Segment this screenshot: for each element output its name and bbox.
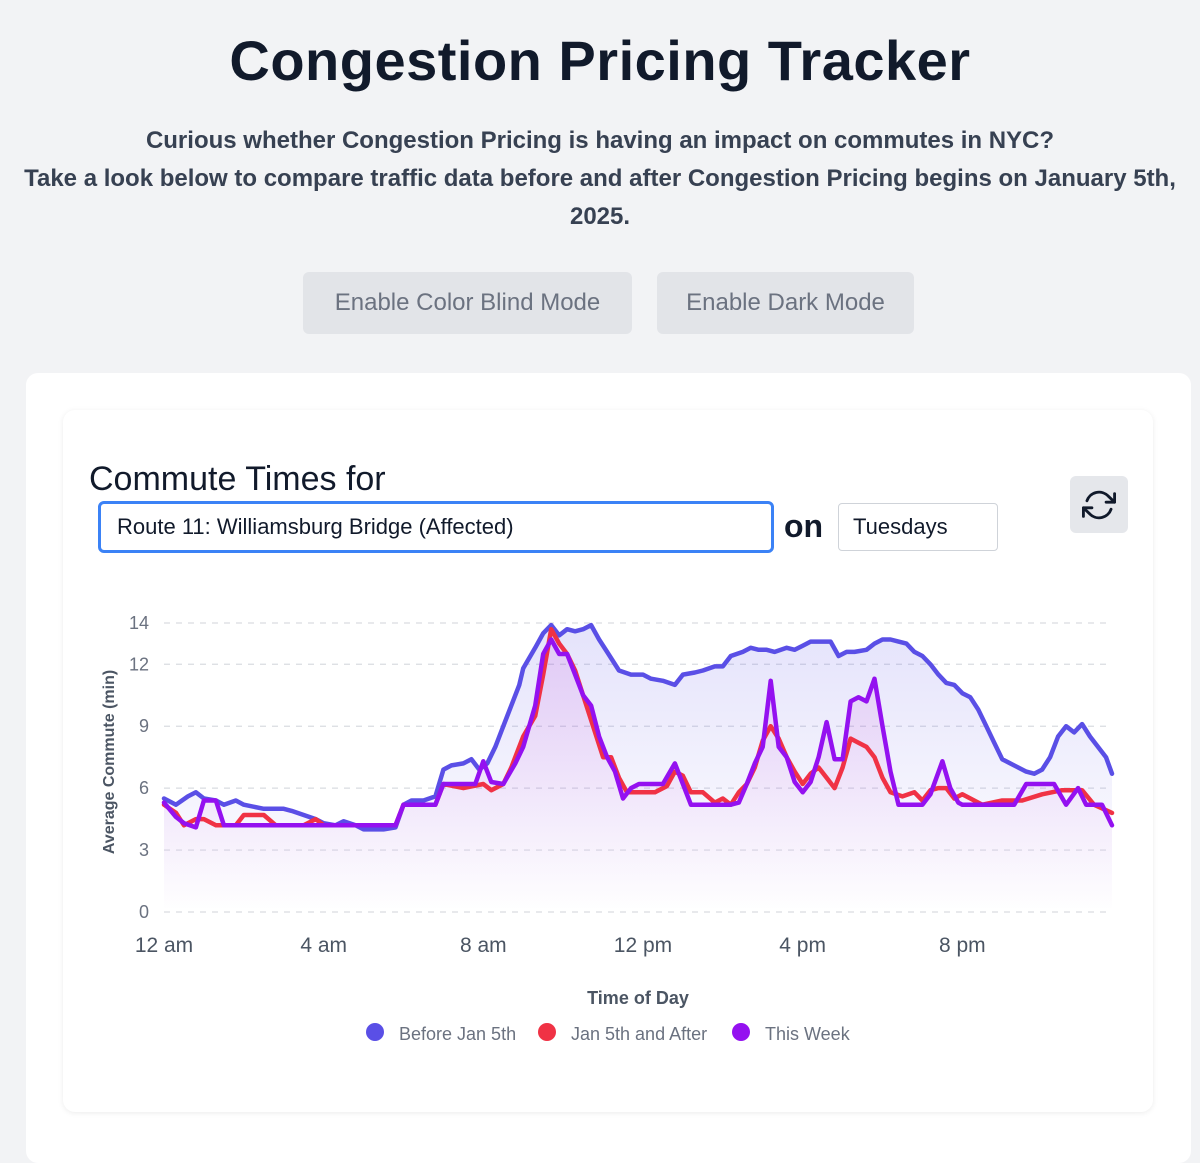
area-this-week: [164, 639, 1112, 912]
x-tick-label: 8 am: [460, 934, 507, 957]
dark-mode-button[interactable]: Enable Dark Mode: [657, 272, 914, 334]
intro-text: Curious whether Congestion Pricing is ha…: [20, 122, 1180, 236]
y-axis-label: Average Commute (min): [101, 670, 118, 854]
legend-this-week-dot: [732, 1023, 750, 1041]
commute-chart: 0 3 6 9 12 14 12 am 4 am 8 am 12 pm 4 pm 8 pm Averag…: [101, 613, 1115, 1044]
on-label: on: [784, 508, 824, 544]
line-this-week: [161, 637, 1115, 830]
intro-line-2: Take a look below to compare traffic dat…: [24, 165, 1176, 230]
legend-this-week-label: This Week: [765, 1024, 851, 1044]
intro-line-1: Curious whether Congestion Pricing is ha…: [145, 127, 1055, 154]
x-axis-label: Time of Day: [587, 988, 689, 1008]
y-tick-label: 12: [129, 654, 149, 674]
y-tick-label: 6: [139, 778, 149, 798]
day-select[interactable]: Tuesdays: [838, 503, 998, 551]
legend-jan-5th-and-after-dot: [538, 1023, 556, 1041]
x-tick-label: 4 am: [300, 934, 347, 957]
y-tick-label: 9: [139, 716, 149, 736]
chart-heading: Commute Times for: [89, 460, 386, 498]
refresh-icon: [1082, 490, 1116, 519]
color-blind-mode-button[interactable]: Enable Color Blind Mode: [303, 272, 632, 334]
y-tick-label: 0: [139, 902, 149, 922]
legend-before-jan-5th-dot: [366, 1023, 384, 1041]
x-tick-label: 8 pm: [939, 934, 986, 957]
x-tick-label: 4 pm: [779, 934, 826, 957]
x-tick-label: 12 pm: [614, 934, 672, 957]
x-tick-label: 12 am: [135, 934, 193, 957]
legend-before-jan-5th-label: Before Jan 5th: [399, 1024, 516, 1044]
refresh-button[interactable]: [1070, 476, 1128, 533]
legend-jan-5th-and-after-label: Jan 5th and After: [571, 1024, 707, 1044]
page-title: Congestion Pricing Tracker: [229, 29, 971, 92]
y-tick-label: 3: [139, 840, 149, 860]
route-select[interactable]: Route 11: Williamsburg Bridge (Affected): [98, 501, 774, 553]
y-tick-label: 14: [129, 613, 149, 633]
